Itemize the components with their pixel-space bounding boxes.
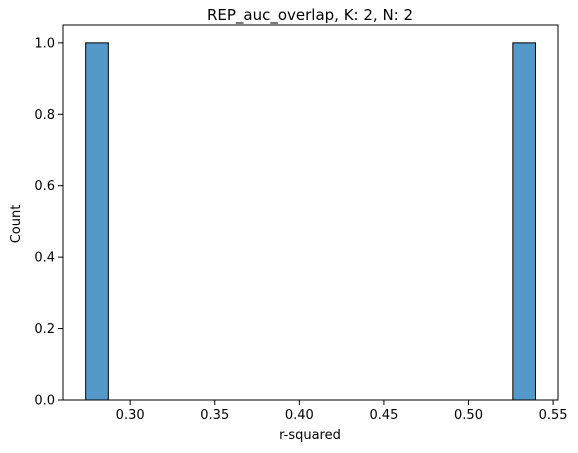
- y-tick-label: 0.6: [34, 179, 55, 194]
- x-axis-label: r-squared: [279, 428, 341, 443]
- x-tick-label: 0.35: [200, 408, 229, 423]
- x-axis: 0.30 0.35 0.40 0.45 0.50 0.55: [116, 400, 568, 423]
- chart-title: REP_auc_overlap, K: 2, N: 2: [207, 6, 413, 25]
- x-tick-label: 0.30: [116, 408, 145, 423]
- x-tick-label: 0.40: [285, 408, 314, 423]
- histogram-bar: [85, 42, 109, 401]
- x-tick-label: 0.55: [539, 408, 568, 423]
- plot-area: [85, 42, 536, 401]
- y-tick-label: 0.2: [34, 322, 55, 337]
- y-tick-label: 0.8: [34, 108, 55, 123]
- x-tick-label: 0.50: [454, 408, 483, 423]
- y-axis-label: Count: [9, 205, 24, 244]
- histogram-bar: [512, 42, 536, 401]
- plot-frame: [62, 24, 559, 401]
- y-tick-label: 0.4: [34, 251, 55, 266]
- y-tick-label: 1.0: [34, 36, 55, 51]
- y-axis: 0.0 0.2 0.4 0.6 0.8 1.0: [34, 36, 63, 409]
- x-tick-label: 0.45: [369, 408, 398, 423]
- y-tick-label: 0.0: [34, 394, 55, 409]
